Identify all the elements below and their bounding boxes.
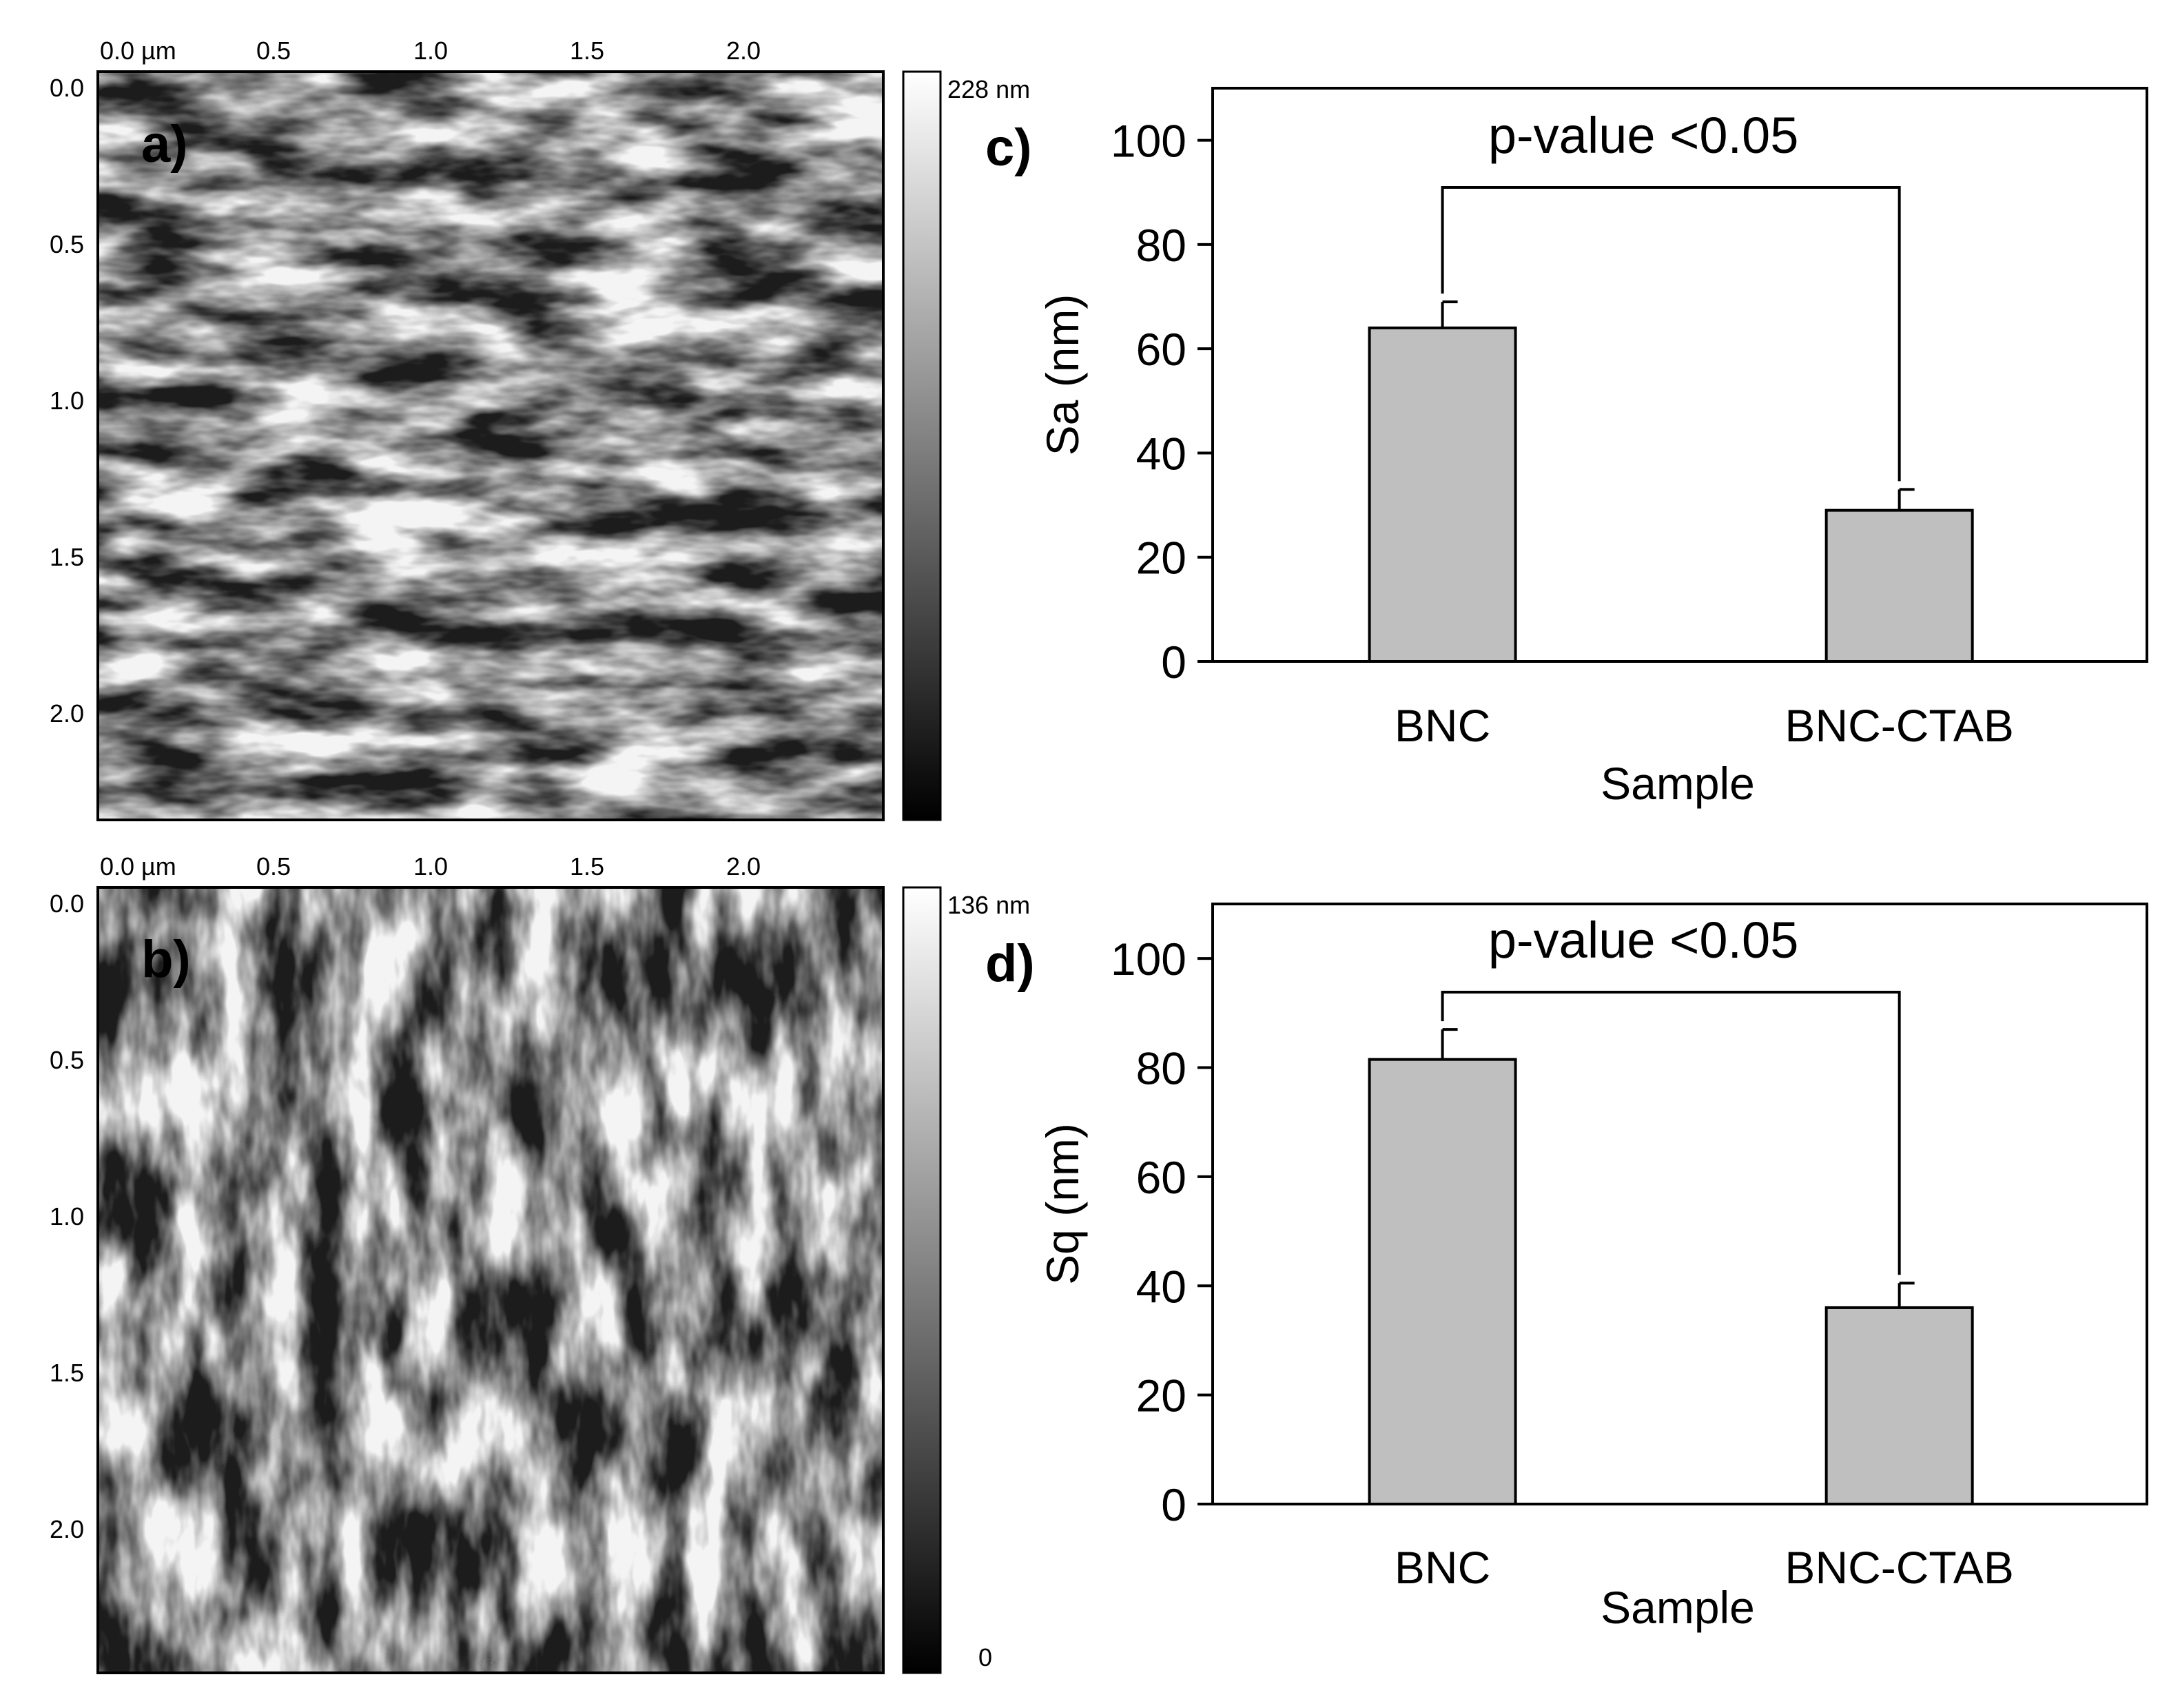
y-tick-label: 60 <box>1136 1152 1186 1203</box>
significance-annotation: p-value <0.05 <box>1488 912 1799 969</box>
afm-image-a-frame <box>96 70 885 821</box>
afm-b-x-tick-label: 0.5 <box>256 852 291 881</box>
y-tick-label: 100 <box>1111 116 1186 167</box>
afm-b-y-tick-label: 0.5 <box>50 1046 84 1074</box>
y-tick-label: 100 <box>1111 934 1186 985</box>
panel-label: d) <box>985 934 1035 993</box>
panel-label: c) <box>985 119 1032 177</box>
plot-frame <box>1211 903 2148 1505</box>
y-tick-label: 20 <box>1136 1370 1186 1421</box>
afm-a-y-tick-label: 0.5 <box>50 230 84 258</box>
afm-a-y-tick-label: 0.0 <box>50 74 84 102</box>
afm-a-x-ticks: 0.0 µm 0.5 1.0 1.5 2.0 <box>100 37 761 65</box>
y-tick-label: 40 <box>1136 428 1186 479</box>
afm-a-x-tick-label: 0.5 <box>256 37 291 65</box>
y-tick-label: 80 <box>1136 220 1186 271</box>
y-tick-label: 20 <box>1136 533 1186 584</box>
significance-bracket <box>1441 991 1901 1275</box>
y-axis-label: Sq (nm) <box>1037 1123 1088 1285</box>
color-scale-bar-b <box>902 886 942 1674</box>
afm-b-x-ticks: 0.0 µm 0.5 1.0 1.5 2.0 <box>100 852 761 881</box>
y-tick-label: 40 <box>1136 1261 1186 1312</box>
color-scale-max-b: 136 nm <box>947 891 1030 919</box>
afm-a-x-tick-label: 1.5 <box>570 37 604 65</box>
afm-b-y-tick-label: 1.0 <box>50 1202 84 1231</box>
bar <box>1824 1306 1974 1505</box>
afm-b-x-tick-label: 2.0 <box>726 852 761 881</box>
color-scale-max-a: 228 nm <box>947 75 1030 103</box>
afm-a-y-tick-label: 2.0 <box>50 699 84 728</box>
bar-chart-d: 0 20 40 60 80 100 BNC BNC-CTAB p-value <0.05 Samp… <box>985 903 2148 1633</box>
afm-a-x-tick-label: 0.0 µm <box>100 37 176 65</box>
afm-a-y-tick-label: 1.5 <box>50 543 84 571</box>
bar <box>1368 1058 1517 1506</box>
afm-b-y-tick-label: 1.5 <box>50 1359 84 1387</box>
bar <box>1368 326 1517 663</box>
y-tick-label: 0 <box>1161 637 1186 688</box>
afm-image-b-texture <box>98 887 883 1673</box>
afm-image-a-texture <box>98 72 883 820</box>
category-label: BNC-CTAB <box>1785 700 2013 751</box>
category-label: BNC <box>1395 700 1490 751</box>
afm-panel-a: a) 0.0 µm 0.5 1.0 1.5 2.0 0.0 0.5 1.0 1.… <box>50 37 1030 821</box>
afm-b-y-tick-label: 0.0 <box>50 889 84 918</box>
panel-label-b: b) <box>141 930 191 989</box>
afm-b-x-tick-label: 1.5 <box>570 852 604 881</box>
bar <box>1824 508 1974 663</box>
bar-chart-c: 0 20 40 60 80 100 BNC BNC-CTAB p-value <0.05 Samp… <box>985 87 2148 809</box>
afm-image-b-frame <box>96 886 885 1674</box>
y-tick-label: 0 <box>1161 1479 1186 1530</box>
category-label: BNC <box>1395 1542 1490 1593</box>
category-label: BNC-CTAB <box>1785 1542 2013 1593</box>
color-scale-min-b: 0 <box>978 1643 992 1671</box>
panel-label-a: a) <box>141 115 188 174</box>
afm-b-y-tick-label: 2.0 <box>50 1515 84 1543</box>
y-tick-label: 60 <box>1136 324 1186 375</box>
x-axis-label: Sample <box>1601 1582 1755 1633</box>
y-tick-label: 80 <box>1136 1043 1186 1094</box>
afm-panel-b: b) 0.0 µm 0.5 1.0 1.5 2.0 0.0 0.5 1.0 1.… <box>50 852 1030 1674</box>
afm-a-x-tick-label: 2.0 <box>726 37 761 65</box>
significance-bracket <box>1441 186 1901 482</box>
afm-b-y-ticks: 0.0 0.5 1.0 1.5 2.0 <box>50 889 84 1543</box>
x-axis-label: Sample <box>1601 758 1755 809</box>
significance-annotation: p-value <0.05 <box>1488 107 1799 164</box>
afm-a-y-ticks: 0.0 0.5 1.0 1.5 2.0 <box>50 74 84 728</box>
y-axis-label: Sa (nm) <box>1037 294 1088 456</box>
plot-frame <box>1211 87 2148 663</box>
afm-a-x-tick-label: 1.0 <box>413 37 448 65</box>
color-scale-bar-a <box>902 70 942 821</box>
afm-b-x-tick-label: 0.0 µm <box>100 852 176 881</box>
afm-b-x-tick-label: 1.0 <box>413 852 448 881</box>
afm-a-y-tick-label: 1.0 <box>50 387 84 415</box>
